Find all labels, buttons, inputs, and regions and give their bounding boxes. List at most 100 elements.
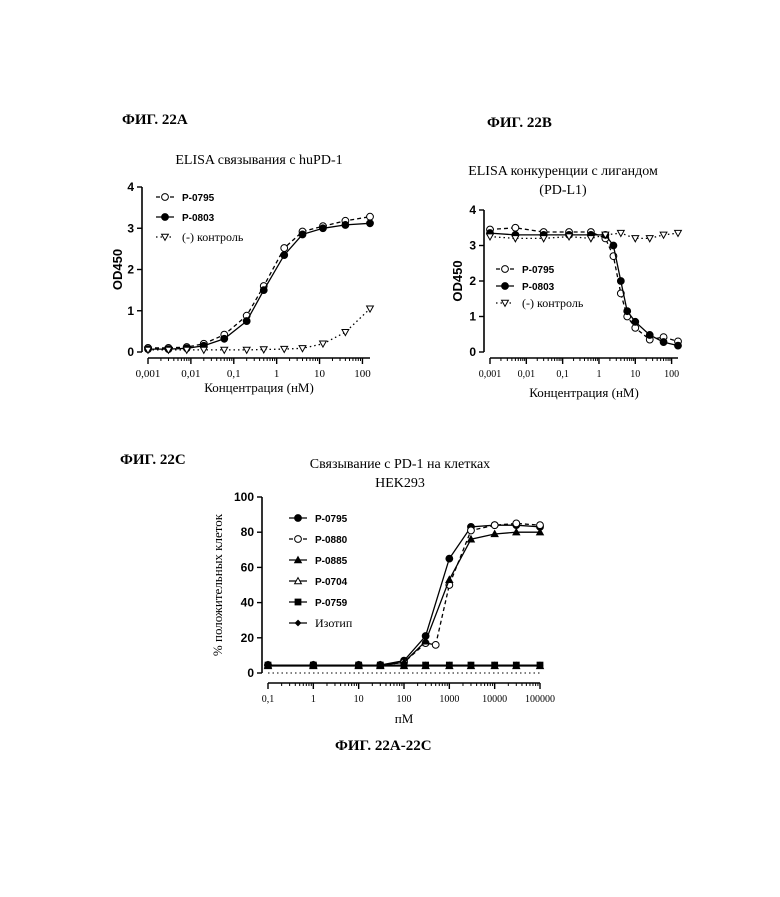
series-0: P-0795 bbox=[265, 514, 544, 668]
x-tick-label: 0,01 bbox=[518, 369, 536, 380]
x-axis-label: Концентрация (нМ) bbox=[204, 380, 314, 395]
y-tick-label: 0 bbox=[127, 345, 134, 359]
data-point bbox=[221, 347, 228, 353]
data-point bbox=[342, 329, 349, 335]
series-line bbox=[490, 228, 678, 342]
y-tick-label: 3 bbox=[469, 239, 476, 253]
series-line bbox=[148, 309, 370, 350]
data-point bbox=[610, 242, 617, 249]
data-point bbox=[512, 224, 519, 231]
data-point bbox=[221, 335, 228, 342]
legend-label: (-) контроль bbox=[522, 296, 584, 310]
data-point bbox=[675, 342, 682, 349]
legend-label: P-0885 bbox=[315, 556, 348, 567]
legend-marker bbox=[295, 515, 302, 522]
legend-marker bbox=[295, 599, 301, 605]
legend-marker bbox=[295, 620, 300, 625]
series-line bbox=[268, 523, 540, 665]
x-tick-label: 100 bbox=[664, 369, 679, 380]
x-tick-label: 0,1 bbox=[262, 694, 275, 705]
x-tick-label: 100 bbox=[397, 694, 412, 705]
data-point bbox=[675, 230, 682, 236]
chart-b: ELISA конкуренции с лигандом(PD-L1)01234… bbox=[450, 164, 681, 400]
legend-marker bbox=[162, 234, 169, 240]
y-tick-label: 4 bbox=[469, 203, 476, 217]
data-point bbox=[243, 318, 250, 325]
legend-marker bbox=[295, 536, 302, 543]
x-tick-label: 1 bbox=[311, 694, 316, 705]
data-point bbox=[537, 522, 544, 529]
series-line bbox=[268, 525, 540, 665]
data-point bbox=[632, 318, 639, 325]
legend-marker bbox=[502, 283, 509, 290]
series-2: (-) контроль bbox=[487, 230, 682, 310]
data-point bbox=[617, 230, 624, 236]
data-point bbox=[487, 234, 494, 240]
legend-label: Изотип bbox=[315, 616, 353, 630]
series-0: P-0795 bbox=[145, 193, 374, 351]
y-tick-label: 1 bbox=[127, 304, 134, 318]
series-line bbox=[268, 532, 540, 665]
series-line bbox=[490, 233, 678, 346]
data-point bbox=[260, 287, 267, 294]
chart-title-line2: HEK293 bbox=[375, 476, 425, 491]
data-point bbox=[446, 576, 453, 582]
series-2: (-) контроль bbox=[145, 230, 374, 353]
legend-marker bbox=[162, 214, 169, 221]
series-1: P-0880 bbox=[265, 520, 544, 668]
x-tick-label: 10 bbox=[630, 369, 640, 380]
data-point bbox=[200, 347, 207, 353]
legend-label: P-0795 bbox=[522, 265, 555, 276]
x-axis-label: пМ bbox=[395, 711, 414, 726]
y-axis-label: % положительных клеток bbox=[210, 513, 225, 656]
x-tick-label: 10 bbox=[314, 368, 326, 380]
data-point bbox=[646, 332, 653, 339]
x-tick-label: 1 bbox=[596, 369, 601, 380]
data-point bbox=[513, 520, 520, 527]
chart-a: ELISA связывания с huPD-1012340,0010,010… bbox=[110, 153, 373, 395]
legend-label: (-) контроль bbox=[182, 230, 244, 244]
series-1: P-0803 bbox=[145, 213, 374, 353]
legend-marker bbox=[162, 194, 169, 201]
y-tick-label: 80 bbox=[241, 525, 255, 539]
data-point bbox=[320, 225, 327, 232]
legend-marker bbox=[502, 300, 509, 306]
x-tick-label: 100000 bbox=[525, 694, 555, 705]
y-axis-label: OD450 bbox=[110, 249, 125, 290]
y-tick-label: 60 bbox=[241, 560, 255, 574]
x-tick-label: 1000 bbox=[439, 694, 459, 705]
series-1: P-0803 bbox=[487, 230, 682, 349]
series-2: P-0885 bbox=[265, 529, 544, 668]
data-point bbox=[299, 231, 306, 238]
legend-label: P-0803 bbox=[522, 282, 555, 293]
legend-marker bbox=[502, 266, 509, 273]
chart-title-line1: Связывание с PD-1 на клетках bbox=[310, 457, 490, 472]
y-tick-label: 2 bbox=[469, 274, 476, 288]
legend-label: P-0759 bbox=[315, 598, 348, 609]
x-tick-label: 0,001 bbox=[479, 369, 502, 380]
data-point bbox=[243, 347, 250, 353]
data-point bbox=[540, 236, 547, 242]
x-axis-label: Концентрация (нМ) bbox=[529, 385, 639, 400]
data-point bbox=[617, 278, 624, 285]
legend-label: P-0795 bbox=[182, 193, 215, 204]
data-point bbox=[646, 236, 653, 242]
x-tick-label: 10 bbox=[354, 694, 364, 705]
x-tick-label: 0,1 bbox=[227, 368, 241, 380]
data-point bbox=[367, 220, 374, 227]
chart-title-line1: ELISA конкуренции с лигандом bbox=[468, 164, 658, 179]
y-axis-label: OD450 bbox=[450, 260, 465, 301]
legend-label: P-0704 bbox=[315, 577, 348, 588]
data-point bbox=[281, 252, 288, 259]
data-point bbox=[660, 232, 667, 238]
data-point bbox=[367, 213, 374, 220]
chart-c: Связывание с PD-1 на клеткахHEK293020406… bbox=[210, 457, 555, 726]
y-tick-label: 4 bbox=[127, 180, 134, 194]
y-tick-label: 40 bbox=[241, 596, 255, 610]
x-tick-label: 100 bbox=[354, 368, 371, 380]
chart-title-line2: (PD-L1) bbox=[539, 183, 587, 198]
data-point bbox=[468, 527, 475, 534]
legend-label: P-0803 bbox=[182, 213, 215, 224]
legend-label: P-0795 bbox=[315, 514, 348, 525]
